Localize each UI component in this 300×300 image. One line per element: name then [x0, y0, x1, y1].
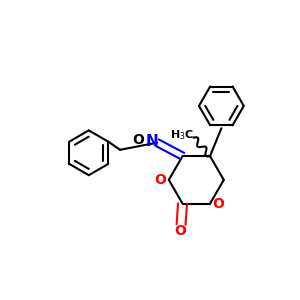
Text: O: O — [212, 197, 224, 211]
Text: O: O — [175, 224, 186, 238]
Text: O: O — [154, 173, 166, 187]
Text: H$_3$C: H$_3$C — [170, 128, 194, 142]
Text: N: N — [146, 134, 158, 149]
Text: O: O — [132, 133, 144, 147]
